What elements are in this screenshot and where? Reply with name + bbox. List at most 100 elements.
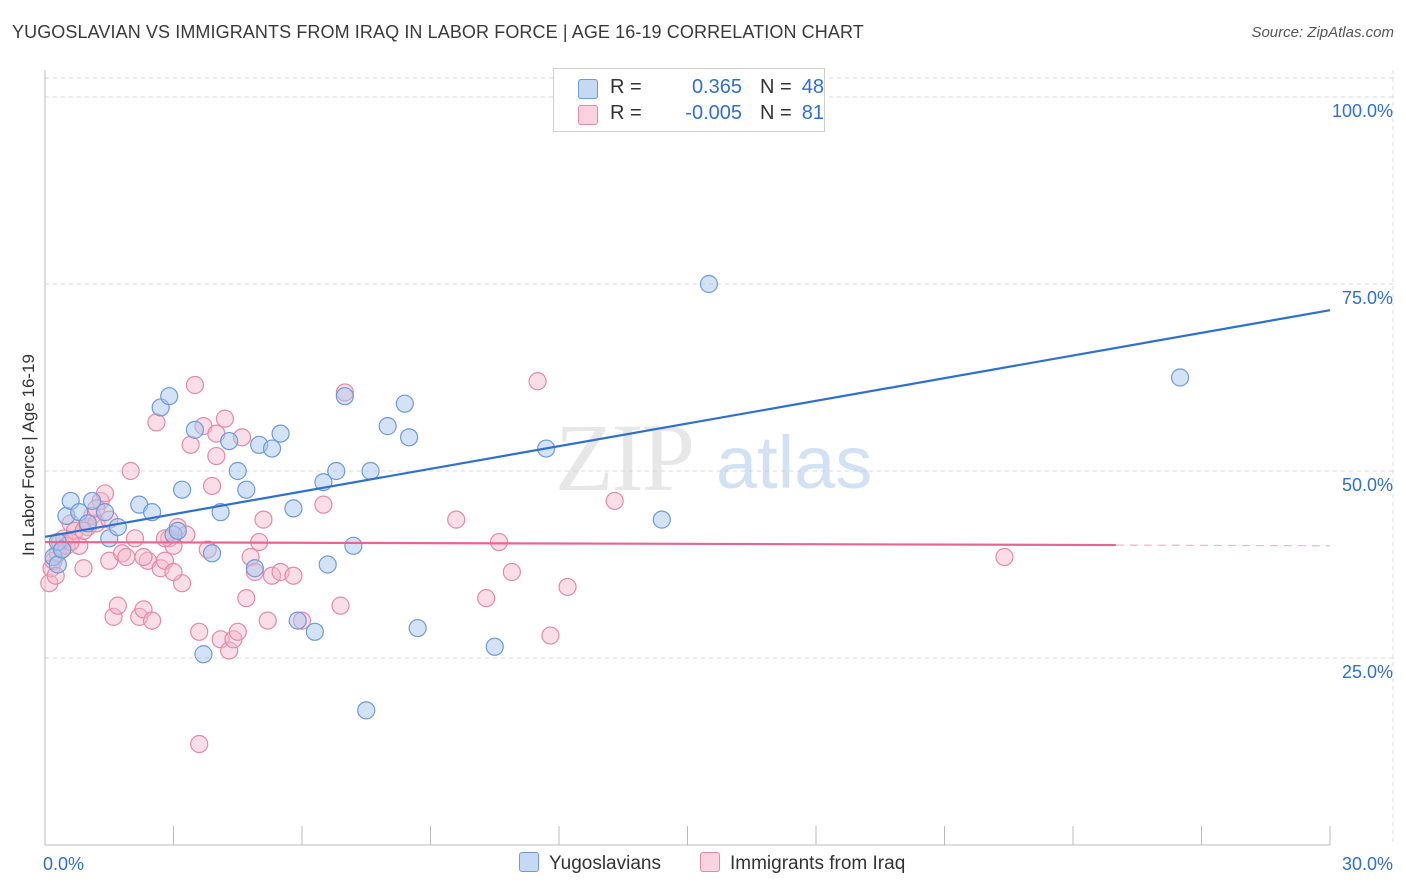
data-point-yugoslavian bbox=[395, 394, 414, 413]
legend-n-value: 81 bbox=[801, 102, 824, 124]
data-point-iraq bbox=[284, 566, 303, 585]
data-point-yugoslavian bbox=[288, 611, 307, 630]
series-legend: Yugoslavians Immigrants from Iraq bbox=[0, 852, 1406, 878]
legend-swatch-pink bbox=[578, 105, 598, 125]
data-point-iraq bbox=[142, 611, 162, 630]
data-point-iraq bbox=[558, 577, 577, 597]
data-point-yugoslavian bbox=[95, 503, 115, 522]
data-point-iraq bbox=[185, 375, 205, 395]
trend-line-iraq bbox=[1115, 544, 1331, 547]
x-tick-label: 30.0% bbox=[1342, 854, 1393, 874]
data-point-iraq bbox=[134, 547, 153, 567]
data-point-iraq bbox=[541, 626, 560, 645]
data-point-iraq bbox=[74, 559, 93, 578]
data-point-yugoslavian bbox=[284, 499, 303, 518]
data-point-yugoslavian bbox=[485, 637, 504, 656]
y-axis-label: In Labor Force | Age 16-19 bbox=[19, 354, 38, 556]
data-point-iraq bbox=[121, 461, 140, 481]
data-point-iraq bbox=[125, 529, 145, 548]
legend-swatch-blue bbox=[578, 79, 598, 99]
legend-n-label: N = bbox=[760, 102, 792, 124]
data-point-iraq bbox=[215, 409, 234, 428]
data-point-yugoslavian bbox=[194, 645, 213, 664]
legend-n-label: N = bbox=[760, 76, 792, 98]
data-point-yugoslavian bbox=[172, 480, 192, 499]
data-point-iraq bbox=[489, 532, 509, 552]
trend-line-iraq bbox=[44, 540, 1116, 547]
data-point-iraq bbox=[190, 734, 209, 754]
data-point-yugoslavian bbox=[245, 559, 264, 578]
data-point-yugoslavian bbox=[108, 517, 127, 537]
data-point-yugoslavian bbox=[48, 555, 67, 574]
data-point-yugoslavian bbox=[1170, 368, 1190, 387]
data-point-yugoslavian bbox=[305, 622, 324, 641]
legend-item-iraq: Immigrants from Iraq bbox=[700, 852, 905, 875]
legend-item-yugoslavians: Yugoslavians bbox=[519, 852, 661, 875]
data-point-iraq bbox=[147, 413, 166, 432]
y-tick-label: 50.0% bbox=[1342, 475, 1393, 495]
data-point-yugoslavian bbox=[335, 387, 354, 406]
legend-n-value: 48 bbox=[801, 76, 824, 98]
data-point-iraq bbox=[207, 446, 226, 466]
data-point-iraq bbox=[117, 547, 136, 567]
data-point-iraq bbox=[190, 622, 209, 641]
data-point-yugoslavian bbox=[202, 544, 222, 563]
data-point-iraq bbox=[40, 574, 59, 593]
watermark: ZIP atlas bbox=[555, 404, 872, 511]
data-point-yugoslavian bbox=[237, 480, 256, 499]
y-tick-label: 100.0% bbox=[1332, 101, 1393, 121]
data-point-iraq bbox=[605, 491, 624, 511]
data-point-yugoslavian bbox=[318, 555, 337, 574]
data-point-iraq bbox=[104, 607, 123, 626]
data-point-yugoslavian bbox=[211, 503, 230, 522]
data-point-yugoslavian bbox=[168, 521, 187, 540]
data-point-iraq bbox=[237, 589, 256, 608]
data-point-yugoslavian bbox=[378, 417, 397, 436]
data-point-iraq bbox=[314, 495, 333, 514]
data-point-yugoslavian bbox=[408, 618, 427, 638]
data-point-iraq bbox=[447, 510, 466, 529]
data-point-iraq bbox=[220, 641, 239, 660]
data-point-iraq bbox=[164, 562, 183, 582]
legend-swatch-blue bbox=[519, 852, 539, 872]
data-point-iraq bbox=[528, 372, 547, 391]
data-point-yugoslavian bbox=[344, 536, 363, 555]
data-point-yugoslavian bbox=[699, 274, 719, 294]
data-point-yugoslavian bbox=[228, 461, 247, 481]
watermark-atlas: atlas bbox=[716, 421, 872, 504]
legend-r-value: 0.365 bbox=[691, 76, 742, 98]
data-point-yugoslavian bbox=[327, 461, 346, 481]
data-point-iraq bbox=[258, 611, 277, 630]
legend-swatch-pink bbox=[700, 852, 720, 872]
data-point-yugoslavian bbox=[220, 431, 239, 451]
legend-r-label: R = bbox=[610, 76, 642, 98]
data-point-iraq bbox=[331, 596, 350, 615]
data-point-iraq bbox=[477, 589, 496, 608]
data-point-yugoslavian bbox=[53, 540, 72, 559]
data-point-iraq bbox=[254, 510, 273, 529]
legend-r-value: -0.005 bbox=[685, 102, 742, 124]
watermark-zip: ZIP bbox=[555, 404, 693, 511]
data-point-iraq bbox=[995, 547, 1014, 567]
y-tick-label: 25.0% bbox=[1342, 662, 1393, 682]
data-point-yugoslavian bbox=[262, 439, 282, 458]
legend-label: Immigrants from Iraq bbox=[730, 853, 906, 874]
data-point-yugoslavian bbox=[271, 424, 290, 443]
correlation-legend: R = 0.365 N = 48 R = -0.005 N = 81 bbox=[553, 68, 825, 132]
trend-lines bbox=[44, 309, 1331, 547]
data-point-yugoslavian bbox=[652, 510, 671, 529]
legend-r-label: R = bbox=[610, 102, 642, 124]
data-point-yugoslavian bbox=[357, 701, 376, 720]
data-point-yugoslavian bbox=[399, 428, 419, 447]
data-point-yugoslavian bbox=[83, 491, 102, 511]
data-point-iraq bbox=[502, 562, 521, 582]
data-point-yugoslavian bbox=[185, 420, 205, 439]
data-point-yugoslavian bbox=[361, 461, 380, 481]
chart-title: YUGOSLAVIAN VS IMMIGRANTS FROM IRAQ IN L… bbox=[12, 22, 864, 42]
y-tick-label: 75.0% bbox=[1342, 288, 1393, 308]
data-point-iraq bbox=[202, 476, 222, 496]
source-label: Source: ZipAtlas.com bbox=[1251, 24, 1394, 41]
data-point-yugoslavian bbox=[160, 387, 179, 406]
data-point-iraq bbox=[108, 596, 127, 615]
